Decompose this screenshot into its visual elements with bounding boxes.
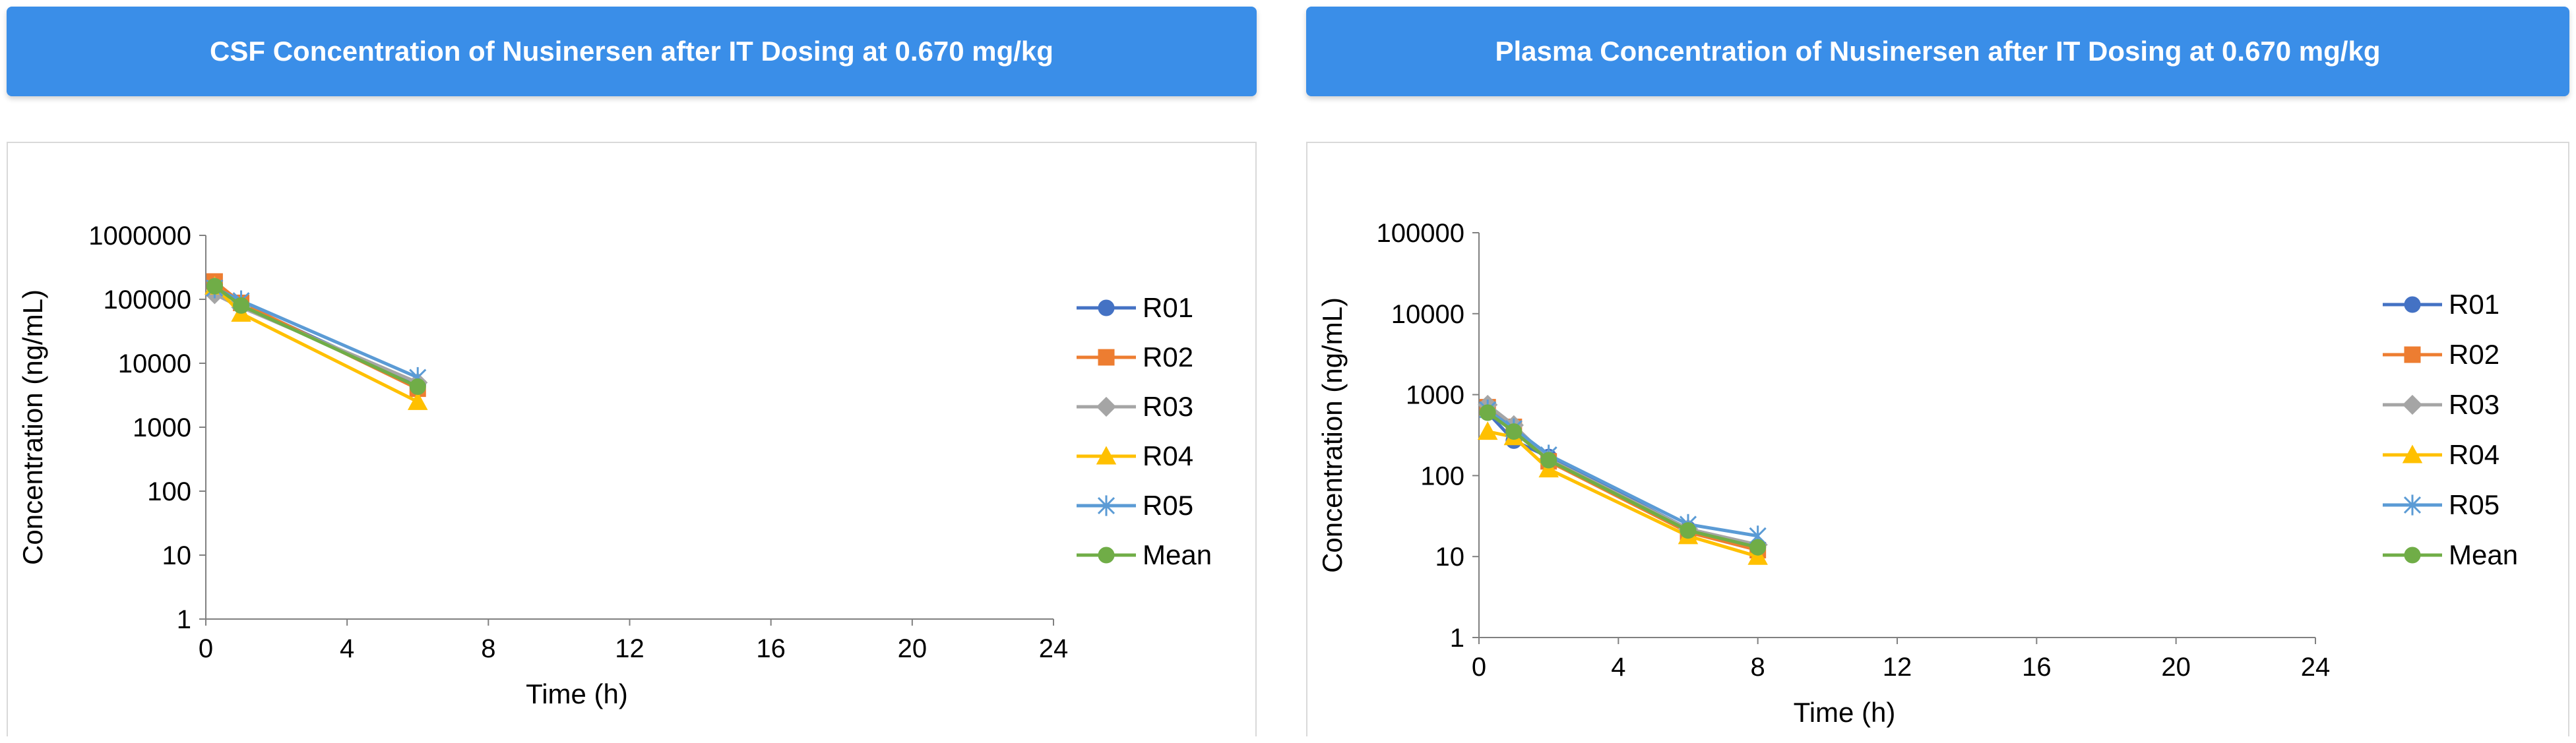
legend-label: R01 <box>2449 289 2499 320</box>
legend-label: R03 <box>2449 389 2499 420</box>
legend-label: Mean <box>1143 539 1212 570</box>
y-tick-label: 100 <box>147 477 191 506</box>
x-tick-label: 24 <box>1039 634 1069 663</box>
data-point <box>1505 423 1523 440</box>
legend-label: R02 <box>2449 339 2499 370</box>
x-tick-label: 4 <box>340 634 354 663</box>
legend-label: R04 <box>2449 439 2499 470</box>
plasma-chart-title: Plasma Concentration of Nusinersen after… <box>1306 7 2569 96</box>
y-tick-label: 1 <box>1450 624 1464 653</box>
x-tick-label: 8 <box>1751 653 1765 682</box>
legend-entry-mean: Mean <box>2383 539 2518 570</box>
legend-entry-r03: R03 <box>1077 391 1193 422</box>
y-tick-label: 1000000 <box>88 222 191 251</box>
plasma-chart: 1 10 100 1000 10000 100000 0 4 8 12 16 20 24 Time (h)… <box>1317 219 2518 728</box>
legend-entry-r03: R03 <box>2383 389 2499 420</box>
legend-entry-r02: R02 <box>1077 342 1193 372</box>
legend-entry-r01: R01 <box>1077 292 1193 323</box>
series-mean <box>1479 404 1767 556</box>
x-tick-label: 8 <box>481 634 495 663</box>
legend-label: R01 <box>1143 292 1193 323</box>
legend-label: Mean <box>2449 539 2518 570</box>
x-tick-label: 4 <box>1611 653 1625 682</box>
y-tick-label: 1000 <box>133 413 191 442</box>
x-tick-label: 20 <box>2161 653 2191 682</box>
csf-chart: 1 10 100 1000 10000 100000 1000000 0 4 8 12 16 20 24 T… <box>17 222 1212 709</box>
legend-label: R03 <box>1143 391 1193 422</box>
x-tick-label: 0 <box>1472 653 1486 682</box>
y-tick-label: 100 <box>1420 461 1464 490</box>
data-point <box>408 391 428 410</box>
series-line <box>1486 408 1759 538</box>
legend-label: R04 <box>1143 440 1193 471</box>
series-line <box>1486 411 1759 549</box>
legend-marker <box>2403 494 2422 516</box>
legend-label: R05 <box>1143 490 1193 521</box>
legend-marker <box>2404 346 2421 363</box>
data-point <box>206 278 223 295</box>
series-line <box>1486 403 1759 547</box>
y-axis-label: Concentration (ng/mL) <box>1317 297 1348 573</box>
plasma-chart-area: 1 10 100 1000 10000 100000 0 4 8 12 16 20 24 Time (h)… <box>1306 142 2569 736</box>
data-point <box>1680 522 1697 539</box>
legend-marker <box>2404 296 2421 313</box>
x-tick-label: 20 <box>898 634 927 663</box>
y-tick-label: 10 <box>1435 543 1465 572</box>
data-point <box>409 378 426 396</box>
x-tick-label: 16 <box>756 634 786 663</box>
x-tick-label: 12 <box>615 634 644 663</box>
series-r02 <box>1479 399 1767 558</box>
data-point <box>1479 404 1496 421</box>
series-r01 <box>1479 404 1767 556</box>
x-tick-label: 0 <box>199 634 213 663</box>
series-r05 <box>1479 399 1767 547</box>
series-line <box>1486 411 1759 549</box>
legend-entry-r04: R04 <box>2383 439 2499 470</box>
legend-entry-r01: R01 <box>2383 289 2499 320</box>
y-tick-label: 10000 <box>1391 300 1464 329</box>
legend-marker <box>1098 349 1115 366</box>
legend-label: R05 <box>2449 489 2499 520</box>
legend-marker <box>1097 495 1115 516</box>
data-point <box>1747 546 1768 565</box>
legend-entry-r05: R05 <box>2383 489 2499 520</box>
y-tick-label: 100000 <box>1377 219 1464 248</box>
legend-entry-r04: R04 <box>1077 440 1193 471</box>
y-tick-label: 1 <box>177 605 191 634</box>
x-tick-label: 24 <box>2301 653 2331 682</box>
csf-chart-area: 1 10 100 1000 10000 100000 1000000 0 4 8 12 16 20 24 T… <box>7 142 1257 736</box>
legend-entry-mean: Mean <box>1077 539 1212 570</box>
legend-marker <box>2402 444 2423 463</box>
y-tick-label: 1000 <box>1406 381 1464 410</box>
y-tick-label: 100000 <box>104 285 191 314</box>
legend-marker <box>2404 547 2421 564</box>
legend-entry-r05: R05 <box>1077 490 1193 521</box>
data-point <box>1749 539 1767 556</box>
csf-chart-title: CSF Concentration of Nusinersen after IT… <box>7 7 1257 96</box>
legend-entry-r02: R02 <box>2383 339 2499 370</box>
x-tick-label: 16 <box>2022 653 2052 682</box>
x-tick-label: 12 <box>1883 653 1912 682</box>
x-axis-label: Time (h) <box>526 678 628 709</box>
y-axis-label: Concentration (ng/mL) <box>17 289 48 565</box>
legend-marker <box>1098 547 1115 564</box>
x-axis-label: Time (h) <box>1794 697 1896 728</box>
series-mean <box>206 278 426 396</box>
legend-marker <box>2402 394 2423 415</box>
y-tick-label: 10 <box>162 541 192 570</box>
data-point <box>1540 452 1557 469</box>
y-tick-label: 10000 <box>118 349 191 378</box>
data-point <box>233 297 250 314</box>
legend-marker <box>1096 446 1117 465</box>
legend-marker <box>1098 299 1115 316</box>
csf-chart-panel: CSF Concentration of Nusinersen after IT… <box>7 7 1257 736</box>
plasma-chart-panel: Plasma Concentration of Nusinersen after… <box>1306 7 2569 736</box>
legend-label: R02 <box>1143 342 1193 372</box>
data-point <box>1477 421 1498 440</box>
legend-marker <box>1096 396 1117 417</box>
